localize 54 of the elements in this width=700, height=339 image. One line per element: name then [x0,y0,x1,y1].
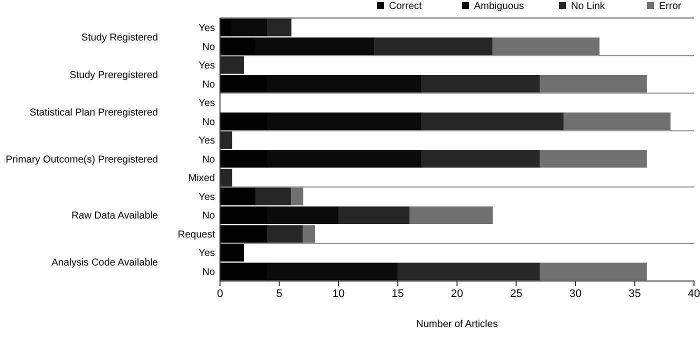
bar [267,18,292,36]
y-tick-label: Yes [198,98,215,110]
bar [290,188,304,206]
y-tick-label: No [202,210,216,222]
y-tick-label: Request [178,229,216,240]
y-tick-label: Yes [198,22,215,34]
x-tick-label: 5 [276,288,282,300]
bar [267,225,304,243]
text: Raw Data Available [71,210,158,222]
bar [540,150,647,168]
text: Study Preregistered [70,70,158,81]
legend-label: Correct [389,1,422,12]
bar [421,112,564,130]
text: Primary Outcome(s) Preregistered [6,154,158,166]
y-tick-label: Yes [198,136,215,147]
bar [540,262,647,280]
y-tick-label: Mixed [188,173,215,184]
bar [255,188,292,206]
x-tick-label: 0 [216,288,224,300]
x-tick-label: 30 [569,288,582,300]
bar [421,75,540,93]
bar [374,37,493,56]
y-tick-label: No [202,79,216,90]
x-tick-label: 20 [450,288,464,300]
text: Analysis Code Available [51,258,158,269]
y-tick-label: Yes [198,60,215,72]
bar [492,37,600,56]
x-tick-label: 35 [628,288,641,300]
bar [409,206,493,224]
x-tick-label: 40 [688,288,700,300]
y-tick-label: No [202,267,216,278]
bar [220,131,232,149]
bar [421,150,540,168]
bar [338,206,410,224]
x-tick-label: 25 [510,288,522,300]
x-tick-label: 15 [392,288,404,300]
bar [398,262,540,280]
bar [220,168,232,186]
legend-label: Ambiguous [474,1,524,12]
bar [302,225,316,243]
x-axis-title: Number of Articles [416,319,498,330]
y-tick-label: No [202,154,216,166]
y-tick-label: No [202,42,216,53]
y-tick-label: Yes [198,248,215,260]
bar [220,56,244,74]
legend-label: Error [659,1,682,12]
bar [540,75,647,93]
y-tick-label: No [202,116,216,128]
text: Statistical Plan Preregistered [30,107,158,118]
x-tick-label: 10 [332,288,345,300]
text: Study Registered [81,32,158,44]
bar [563,112,671,130]
y-tick-label: Yes [198,192,215,203]
legend-label: No Link [571,1,606,12]
